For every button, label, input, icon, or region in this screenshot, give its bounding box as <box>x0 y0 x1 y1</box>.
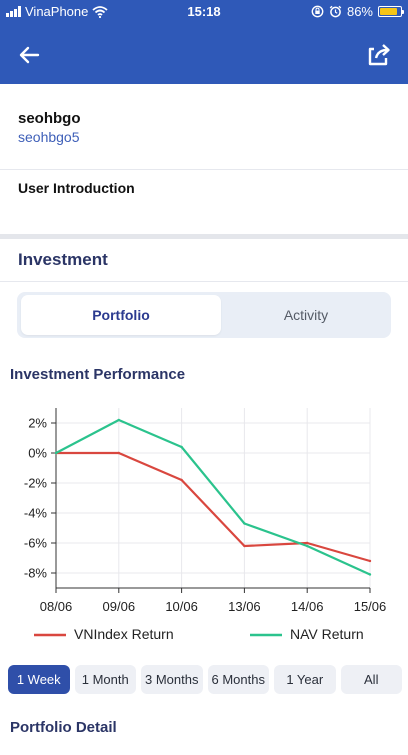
data-point <box>117 451 121 455</box>
range-1-week[interactable]: 1 Week <box>8 665 70 694</box>
range-1-year[interactable]: 1 Year <box>274 665 336 694</box>
legend-label: NAV Return <box>290 626 364 642</box>
tab-portfolio[interactable]: Portfolio <box>21 295 221 335</box>
tab-activity[interactable]: Activity <box>283 307 329 323</box>
battery-percent: 86% <box>346 4 373 19</box>
portfolio-detail-title: Portfolio Detail <box>10 719 117 736</box>
data-point <box>306 541 309 545</box>
app-bar <box>0 24 408 84</box>
performance-chart: 08/06 09/06 10/06 13/06 14/06 15/06 2% 0% -2% -4%… <box>24 408 387 642</box>
x-tick-label: 10/06 <box>165 599 198 614</box>
battery-fill <box>380 8 398 15</box>
status-left: VinaPhone <box>6 4 108 19</box>
signal-icon <box>6 6 21 17</box>
data-point <box>243 544 246 548</box>
x-tick-label: 13/06 <box>228 599 261 614</box>
battery-icon <box>378 6 404 17</box>
status-time: 15:18 <box>187 4 221 19</box>
data-point <box>306 544 309 548</box>
series-line-vnindex <box>56 451 371 563</box>
data-point <box>117 418 121 422</box>
time-range-selector: 1 Week 1 Month 3 Months 6 Months 1 Year … <box>8 665 402 695</box>
series-line-nav <box>55 418 371 576</box>
data-point <box>54 451 58 455</box>
legend-label: VNIndex Return <box>74 626 174 642</box>
x-tick-label: 08/06 <box>40 599 73 614</box>
investment-tabs: Portfolio Activity <box>17 292 391 338</box>
investment-performance-title: Investment Performance <box>10 366 186 383</box>
data-point <box>368 559 372 563</box>
user-introduction-section: User Introduction <box>0 170 408 234</box>
alarm-icon <box>329 5 342 18</box>
wifi-icon <box>92 5 108 18</box>
back-arrow-icon[interactable] <box>14 42 46 68</box>
rotation-lock-icon <box>311 5 324 18</box>
x-tick-label: 15/06 <box>354 599 387 614</box>
x-tick-label: 09/06 <box>103 599 136 614</box>
range-6-months[interactable]: 6 Months <box>207 665 269 694</box>
range-3-months[interactable]: 3 Months <box>141 665 203 694</box>
user-introduction-label: User Introduction <box>18 180 135 196</box>
y-tick-label: -6% <box>24 536 48 551</box>
data-point <box>368 573 372 576</box>
y-tick-label: -8% <box>24 566 48 581</box>
section-divider <box>0 234 408 239</box>
range-1-month[interactable]: 1 Month <box>74 665 136 694</box>
y-tick-label: -4% <box>24 506 48 521</box>
user-handle[interactable]: seohbgo5 <box>18 129 80 145</box>
status-right: 86% <box>311 4 404 19</box>
data-point <box>180 445 183 449</box>
data-point <box>243 522 246 525</box>
data-point <box>180 478 183 482</box>
user-name: seohbgo <box>18 110 81 127</box>
status-bar: VinaPhone 15:18 86% <box>0 0 408 24</box>
share-icon[interactable] <box>364 40 394 68</box>
range-all[interactable]: All <box>340 665 402 694</box>
profile-section: seohbgo seohbgo5 <box>0 84 408 170</box>
y-tick-label: 2% <box>28 416 47 431</box>
investment-title: Investment <box>18 250 108 269</box>
y-tick-label: 0% <box>28 446 47 461</box>
y-tick-label: -2% <box>24 476 48 491</box>
investment-divider <box>0 281 408 282</box>
carrier-label: VinaPhone <box>25 4 89 19</box>
x-tick-label: 14/06 <box>291 599 324 614</box>
